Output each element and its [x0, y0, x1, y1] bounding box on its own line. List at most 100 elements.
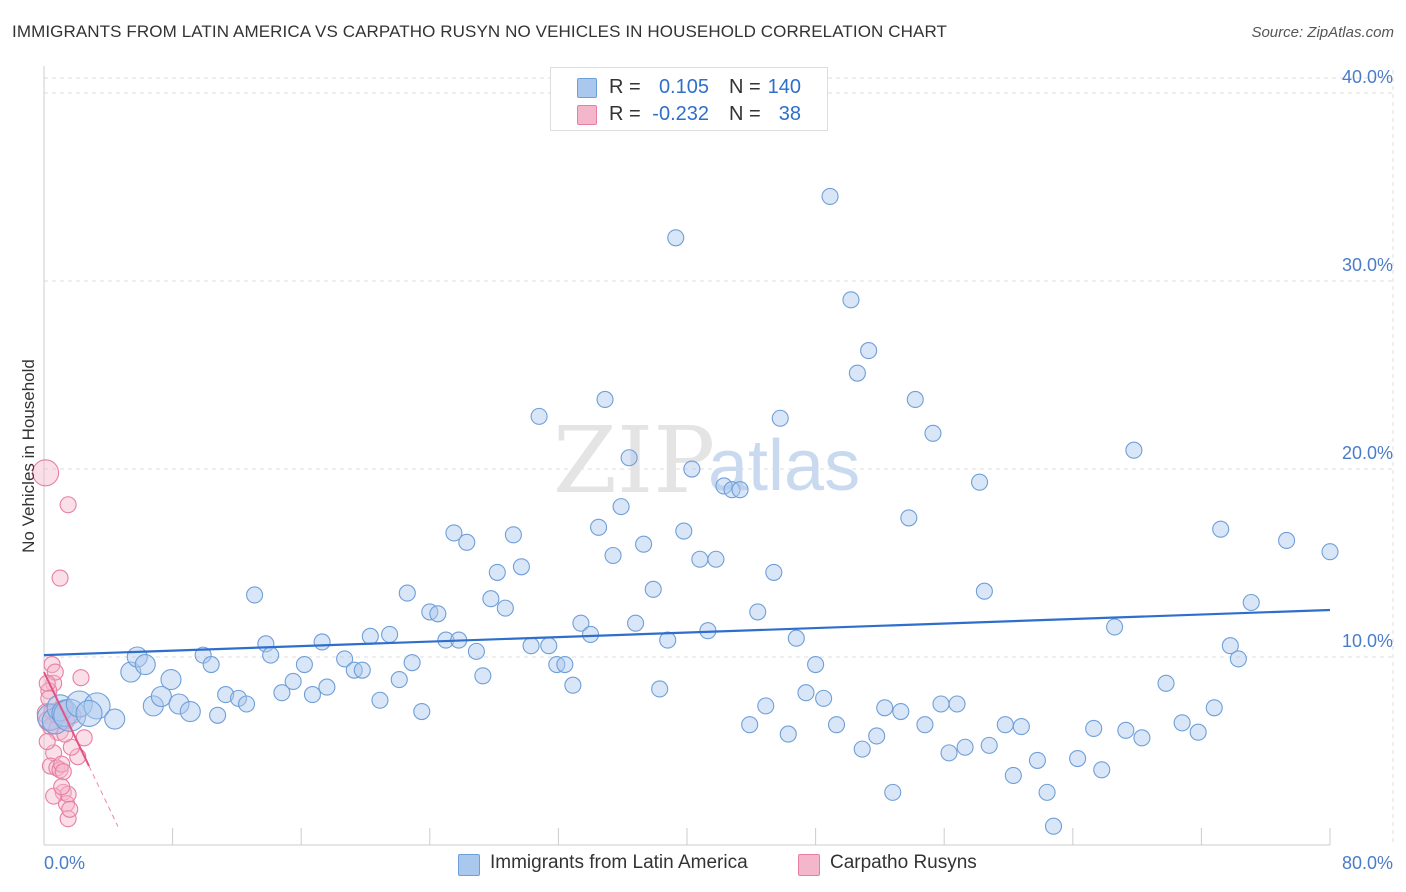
latin-america-point	[732, 482, 748, 498]
legend-r-value: -0.232	[645, 103, 709, 126]
legend-row-carpatho-rusyns: R = -0.232 N = 38	[551, 103, 827, 129]
carpatho-rusyns-points	[33, 460, 93, 827]
latin-america-point	[483, 591, 499, 607]
latin-america-point	[1126, 442, 1142, 458]
latin-america-point	[314, 634, 330, 650]
latin-america-point	[1158, 675, 1174, 691]
latin-america-point	[1174, 715, 1190, 731]
correlation-legend: R = 0.105 N = 140 R = -0.232 N = 38	[550, 67, 828, 131]
latin-america-point	[263, 647, 279, 663]
latin-america-point	[849, 365, 865, 381]
latin-america-point	[1279, 532, 1295, 548]
latin-america-point	[1190, 724, 1206, 740]
carpatho-rusyns-point	[62, 801, 78, 817]
latin-america-point	[210, 707, 226, 723]
latin-america-point	[708, 551, 724, 567]
latin-america-point	[750, 604, 766, 620]
carpatho-rusyns-point	[39, 734, 55, 750]
y-tick-label: 10.0%	[1342, 631, 1393, 651]
latin-america-point	[459, 534, 475, 550]
legend-n-label: N =	[729, 76, 761, 99]
legend-r-value: 0.105	[645, 76, 709, 99]
latin-america-point	[391, 672, 407, 688]
latin-america-point	[941, 745, 957, 761]
latin-america-point	[933, 696, 949, 712]
latin-america-point	[76, 700, 102, 726]
latin-america-point	[1094, 762, 1110, 778]
latin-america-point	[981, 737, 997, 753]
latin-america-point	[565, 677, 581, 693]
latin-america-point	[692, 551, 708, 567]
carpatho-rusyns-point	[60, 497, 76, 513]
latin-america-point	[854, 741, 870, 757]
latin-america-point	[877, 700, 893, 716]
latin-america-point	[917, 717, 933, 733]
bottom-legend-label: Carpatho Rusyns	[830, 852, 977, 874]
latin-america-point	[816, 690, 832, 706]
latin-america-point	[362, 628, 378, 644]
trend-layer	[44, 610, 1330, 826]
latin-america-point	[869, 728, 885, 744]
legend-swatch-pink	[577, 105, 597, 125]
latin-america-point	[636, 536, 652, 552]
latin-america-point	[843, 292, 859, 308]
latin-america-point	[404, 655, 420, 671]
y-tick-label: 40.0%	[1342, 67, 1393, 87]
latin-america-point	[180, 702, 200, 722]
x-tick-label-right: 80.0%	[1342, 853, 1393, 873]
latin-america-point	[766, 564, 782, 580]
latin-america-point	[788, 630, 804, 646]
x-tick-label-left: 0.0%	[44, 853, 85, 873]
latin-america-point	[780, 726, 796, 742]
latin-america-point	[1029, 752, 1045, 768]
latin-america-point	[1039, 784, 1055, 800]
latin-america-point	[505, 527, 521, 543]
latin-america-point	[1046, 818, 1062, 834]
legend-n-label: N =	[729, 103, 761, 126]
y-tick-label: 30.0%	[1342, 255, 1393, 275]
carpatho-rusyns-point	[54, 779, 70, 795]
latin-america-point	[613, 499, 629, 515]
latin-america-point	[475, 668, 491, 684]
latin-america-point	[949, 696, 965, 712]
carpatho-rusyns-point	[52, 570, 68, 586]
latin-america-trend-line	[44, 610, 1330, 655]
latin-america-point	[135, 655, 155, 675]
latin-america-point	[684, 461, 700, 477]
scatter-chart: ZIP atlas 10.0%20.0%30.0%40.0%0.0% 80.0% …	[0, 0, 1406, 892]
latin-america-point	[893, 704, 909, 720]
latin-america-point	[247, 587, 263, 603]
latin-america-point	[976, 583, 992, 599]
latin-america-point	[1013, 719, 1029, 735]
carpatho-rusyns-point	[55, 764, 71, 780]
y-axis-label: No Vehicles in Household	[19, 359, 38, 553]
latin-america-point	[885, 784, 901, 800]
latin-america-point	[1213, 521, 1229, 537]
latin-america-point	[557, 657, 573, 673]
carpatho-rusyns-trend-extension	[89, 766, 118, 826]
latin-america-point	[430, 606, 446, 622]
latin-america-point	[304, 687, 320, 703]
latin-america-point	[997, 717, 1013, 733]
latin-america-point	[382, 626, 398, 642]
latin-america-point	[319, 679, 335, 695]
latin-america-point	[354, 662, 370, 678]
latin-america-point	[497, 600, 513, 616]
bottom-legend-swatch-blue	[458, 854, 480, 876]
latin-america-point	[597, 391, 613, 407]
latin-america-point	[605, 547, 621, 563]
latin-america-point	[296, 657, 312, 673]
latin-america-point	[161, 670, 181, 690]
latin-america-point	[523, 638, 539, 654]
legend-r-label: R =	[609, 76, 641, 99]
bottom-legend-swatch-pink	[798, 854, 820, 876]
latin-america-point	[1005, 767, 1021, 783]
latin-america-point	[828, 717, 844, 733]
y-tick-label: 20.0%	[1342, 443, 1393, 463]
latin-america-point	[468, 643, 484, 659]
latin-america-point	[105, 709, 125, 729]
legend-n-value: 38	[759, 103, 801, 126]
latin-america-point	[583, 626, 599, 642]
watermark: ZIP atlas	[553, 407, 860, 514]
latin-america-point	[531, 408, 547, 424]
